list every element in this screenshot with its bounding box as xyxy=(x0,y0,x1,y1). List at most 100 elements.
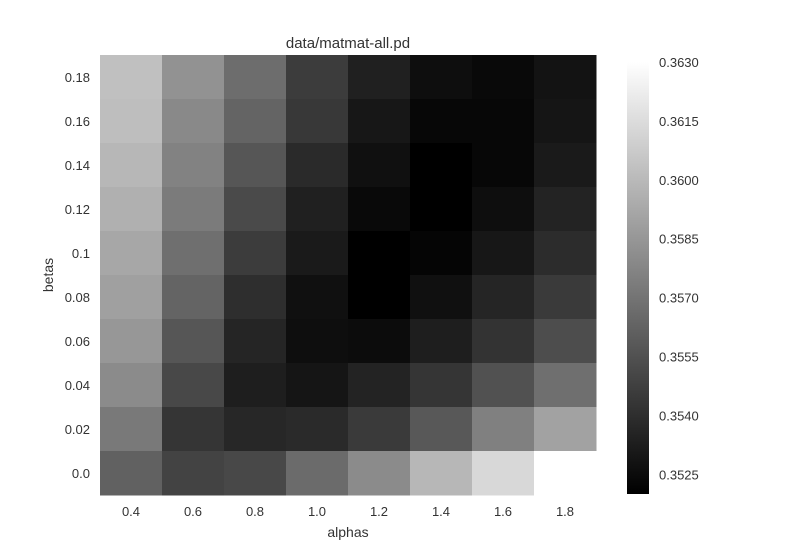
heatmap-cell xyxy=(100,99,163,144)
colorbar-tick-label: 0.3570 xyxy=(659,291,699,306)
x-tick-label: 1.8 xyxy=(556,504,574,519)
heatmap-cell xyxy=(286,231,349,276)
x-tick-labels: 0.4 0.6 0.8 1.0 1.2 1.4 1.6 1.8 xyxy=(122,504,574,519)
colorbar-tick-label: 0.3600 xyxy=(659,173,699,188)
colorbar xyxy=(627,62,649,494)
heatmap-cell xyxy=(534,99,597,144)
y-tick-label: 0.1 xyxy=(72,246,90,261)
y-tick-label: 0.04 xyxy=(65,378,90,393)
heatmap-cell xyxy=(348,319,411,364)
heatmap-cell xyxy=(224,319,287,364)
colorbar-tick-label: 0.3555 xyxy=(659,350,699,365)
chart-title: data/matmat-all.pd xyxy=(286,35,410,52)
heatmap-cell xyxy=(162,55,225,100)
colorbar-tick-label: 0.3585 xyxy=(659,232,699,247)
colorbar-tick-label: 0.3540 xyxy=(659,408,699,423)
heatmap-cell xyxy=(100,143,163,188)
heatmap-cell xyxy=(534,363,597,408)
heatmap-cell xyxy=(100,55,163,100)
heatmap-cell xyxy=(162,187,225,232)
heatmap-cell xyxy=(472,363,535,408)
heatmap-cell xyxy=(162,275,225,320)
heatmap-cell xyxy=(348,99,411,144)
heatmap-cell xyxy=(100,187,163,232)
y-tick-label: 0.12 xyxy=(65,202,90,217)
heatmap-cell xyxy=(472,99,535,144)
heatmap-cell xyxy=(410,99,473,144)
heatmap-cell xyxy=(472,319,535,364)
x-tick-label: 1.4 xyxy=(432,504,450,519)
heatmap-cell xyxy=(224,231,287,276)
heatmap-cell xyxy=(534,231,597,276)
heatmap-cell xyxy=(224,143,287,188)
heatmap-cell xyxy=(100,319,163,364)
heatmap-cell xyxy=(162,231,225,276)
heatmap-cell xyxy=(224,363,287,408)
heatmap-cell xyxy=(534,407,597,452)
heatmap-cell xyxy=(224,99,287,144)
heatmap-cell xyxy=(286,451,349,496)
heatmap-cell xyxy=(472,451,535,496)
heatmap-cell xyxy=(224,187,287,232)
y-tick-label: 0.18 xyxy=(65,70,90,85)
heatmap-cell xyxy=(472,407,535,452)
heatmap-cell xyxy=(162,407,225,452)
heatmap-cell xyxy=(162,99,225,144)
x-tick-label: 0.8 xyxy=(246,504,264,519)
heatmap-cell xyxy=(410,187,473,232)
y-tick-labels: 0.18 0.16 0.14 0.12 0.1 0.08 0.06 0.04 0.02 0.0 xyxy=(65,70,90,481)
heatmap-cell xyxy=(286,275,349,320)
heatmap-cell xyxy=(100,451,163,496)
heatmap-cell xyxy=(100,407,163,452)
heatmap-cell xyxy=(410,319,473,364)
heatmap-cell xyxy=(286,187,349,232)
heatmap-cell xyxy=(224,275,287,320)
colorbar-tick-label: 0.3525 xyxy=(659,467,699,482)
heatmap-cell xyxy=(348,451,411,496)
heatmap-cell xyxy=(410,55,473,100)
heatmap-cell xyxy=(472,55,535,100)
heatmap-cell xyxy=(410,231,473,276)
heatmap-cell xyxy=(410,451,473,496)
y-tick-label: 0.08 xyxy=(65,290,90,305)
y-tick-label: 0.06 xyxy=(65,334,90,349)
heatmap-cell xyxy=(348,363,411,408)
y-axis-label: betas xyxy=(40,258,56,292)
heatmap-cell xyxy=(162,451,225,496)
heatmap-cell xyxy=(286,363,349,408)
heatmap-cell xyxy=(224,451,287,496)
heatmap-cell xyxy=(100,231,163,276)
heatmap-cell xyxy=(348,55,411,100)
heatmap-cell xyxy=(348,407,411,452)
heatmap-cell xyxy=(472,275,535,320)
heatmap-cell xyxy=(224,55,287,100)
y-tick-label: 0.14 xyxy=(65,158,90,173)
colorbar-tick-label: 0.3615 xyxy=(659,114,699,129)
heatmap-cell xyxy=(534,143,597,188)
y-tick-label: 0.0 xyxy=(72,466,90,481)
x-tick-label: 1.0 xyxy=(308,504,326,519)
heatmap-cell xyxy=(534,187,597,232)
heatmap-cell xyxy=(286,55,349,100)
x-tick-label: 1.2 xyxy=(370,504,388,519)
heatmap-cell xyxy=(472,187,535,232)
heatmap-cell xyxy=(100,275,163,320)
heatmap-cell xyxy=(286,143,349,188)
x-tick-label: 1.6 xyxy=(494,504,512,519)
heatmap-cell xyxy=(472,143,535,188)
heatmap-cell xyxy=(410,407,473,452)
y-tick-label: 0.16 xyxy=(65,114,90,129)
x-axis-label: alphas xyxy=(327,524,368,540)
heatmap-cell xyxy=(534,319,597,364)
heatmap-cell xyxy=(410,363,473,408)
heatmap-cell xyxy=(286,99,349,144)
colorbar-tick-labels: 0.3525 0.3540 0.3555 0.3570 0.3585 0.3600 0.36… xyxy=(659,55,699,482)
heatmap-cell xyxy=(534,55,597,100)
colorbar-tick-label: 0.3630 xyxy=(659,55,699,70)
heatmap-cell xyxy=(472,231,535,276)
x-tick-label: 0.4 xyxy=(122,504,140,519)
heatmap-cell xyxy=(410,275,473,320)
heatmap-cell xyxy=(162,143,225,188)
